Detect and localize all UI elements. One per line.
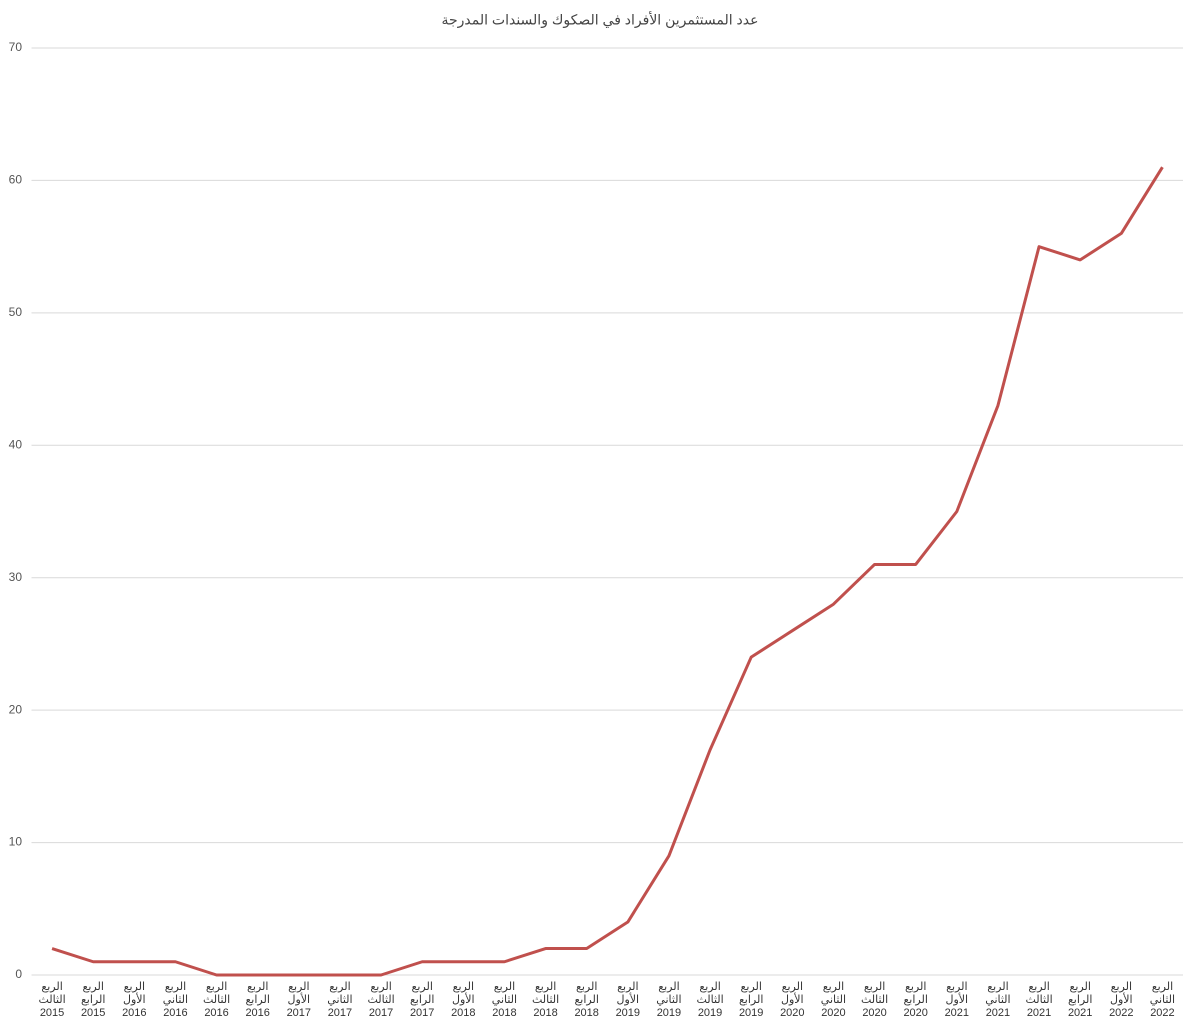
x-tick-label: الربع الأول 2021 (944, 981, 970, 1019)
x-tick-label: الربع الثالث 2015 (38, 981, 66, 1019)
y-tick-label: 40 (9, 437, 23, 451)
x-tick-label: الربع الثالث 2020 (860, 981, 889, 1019)
x-tick-label: الربع الثالث 2017 (367, 981, 395, 1019)
data-line (51, 166, 1164, 977)
y-tick-label: 10 (9, 835, 23, 849)
x-tick-label: الربع الأول 2018 (451, 981, 476, 1019)
x-tick-label: الربع الثالث 2021 (1025, 981, 1053, 1019)
x-tick-label: الربع الثاني 2020 (820, 981, 847, 1019)
x-tick-label: الربع الرابع 2017 (409, 981, 435, 1019)
y-tick-label: 0 (15, 967, 22, 981)
x-tick-label: الربع الأول 2022 (1109, 981, 1134, 1019)
x-tick-label: الربع الثاني 2019 (656, 981, 682, 1019)
x-tick-label: الربع الرابع 2020 (903, 981, 928, 1019)
x-tick-label: الربع الثاني 2016 (162, 981, 189, 1019)
y-tick-label: 50 (9, 305, 23, 319)
x-tick-label: الربع الأول 2020 (780, 981, 805, 1019)
chart-title: عدد المستثمرين الأفراد في الصكوك والسندا… (442, 11, 759, 29)
x-tick-label: الربع الأول 2016 (122, 981, 147, 1019)
x-tick-label: الربع الثالث 2016 (202, 981, 231, 1019)
x-tick-label: الربع الأول 2017 (286, 981, 312, 1019)
x-tick-label: الربع الثاني 2017 (327, 981, 353, 1019)
x-tick-label: الربع الرابع 2021 (1067, 981, 1093, 1019)
x-tick-label: الربع الثاني 2021 (985, 981, 1011, 1019)
x-tick-label: الربع الرابع 2018 (574, 981, 599, 1019)
x-tick-label: الربع الثالث 2019 (696, 981, 724, 1019)
x-tick-label: الربع الثاني 2018 (491, 981, 518, 1019)
y-tick-label: 60 (9, 173, 23, 187)
x-tick-label: الربع الثالث 2018 (531, 981, 560, 1019)
x-tick-label: الربع الرابع 2019 (738, 981, 764, 1019)
y-tick-label: 30 (9, 570, 23, 584)
y-tick-label: 70 (9, 40, 23, 54)
x-tick-label: الربع الأول 2019 (615, 981, 641, 1019)
y-tick-label: 20 (9, 702, 23, 716)
x-tick-label: الربع الثاني 2022 (1149, 981, 1176, 1019)
x-tick-label: الربع الرابع 2015 (80, 981, 106, 1019)
x-tick-label: الربع الرابع 2016 (245, 981, 270, 1019)
